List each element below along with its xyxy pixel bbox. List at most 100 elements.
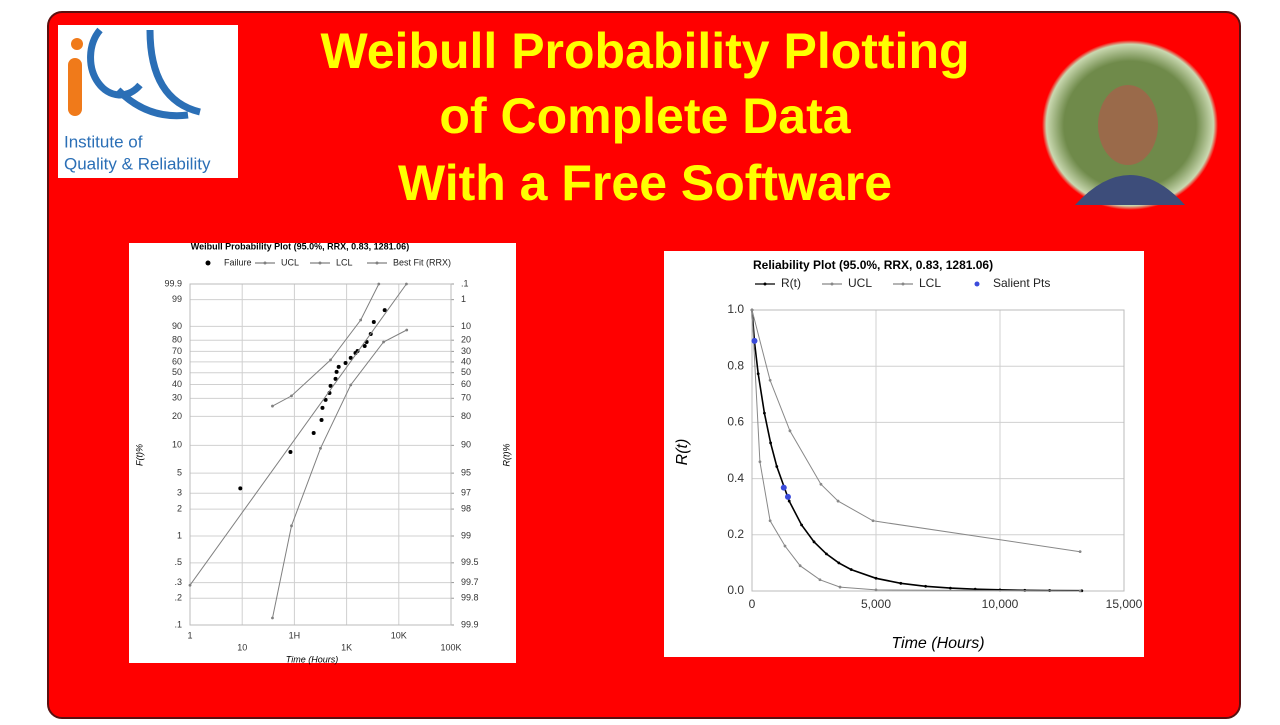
y-axis-title: F(t)% bbox=[134, 444, 144, 466]
headline: With a Free Software bbox=[398, 155, 892, 211]
logo-text: Quality & Reliability bbox=[64, 154, 211, 173]
data-point bbox=[405, 282, 408, 286]
data-point bbox=[836, 499, 840, 503]
data-point bbox=[768, 519, 772, 523]
data-point bbox=[319, 446, 322, 450]
data-point bbox=[329, 358, 332, 362]
legend-label: Failure bbox=[224, 257, 252, 267]
data-point bbox=[871, 519, 875, 523]
data-point bbox=[973, 587, 977, 591]
y2-tick-label: 99.9 bbox=[461, 619, 479, 629]
x-tick-label: 10,000 bbox=[982, 597, 1019, 611]
y-tick-label: 30 bbox=[172, 393, 182, 403]
plot-frame bbox=[189, 283, 452, 626]
logo-mark bbox=[68, 27, 201, 120]
legend-label: LCL bbox=[336, 257, 353, 267]
y2-tick-label: 60 bbox=[461, 379, 471, 389]
y-tick-label: 90 bbox=[172, 321, 182, 331]
legend-label: R(t) bbox=[781, 276, 801, 290]
chart-panel bbox=[129, 243, 516, 663]
data-point bbox=[288, 449, 293, 454]
y2-tick-label: 10 bbox=[461, 321, 471, 331]
data-point bbox=[238, 486, 243, 491]
data-point bbox=[756, 372, 760, 376]
data-point bbox=[271, 616, 274, 620]
data-point bbox=[775, 465, 779, 468]
data-point bbox=[818, 578, 822, 582]
legend-label: LCL bbox=[919, 276, 941, 290]
data-point bbox=[812, 540, 816, 544]
x-axis-title: Time (Hours) bbox=[891, 635, 984, 652]
y2-tick-label: 99.8 bbox=[461, 593, 479, 603]
y-tick-label: 60 bbox=[172, 356, 182, 366]
data-point bbox=[188, 583, 192, 587]
logo-text: Institute of bbox=[64, 132, 143, 151]
y-tick-label: .3 bbox=[174, 577, 182, 587]
data-point bbox=[320, 405, 325, 410]
headline: Weibull Probability Plotting bbox=[320, 23, 969, 79]
y-tick-label: .5 bbox=[174, 557, 182, 567]
data-point bbox=[788, 429, 792, 433]
data-point bbox=[382, 340, 385, 344]
y2-tick-label: 70 bbox=[461, 393, 471, 403]
y2-tick-label: 1 bbox=[461, 294, 466, 304]
data-point bbox=[783, 544, 787, 548]
x-tick-label: 10 bbox=[237, 642, 247, 652]
x-tick-label: 1 bbox=[187, 630, 192, 640]
y-axis-title: R(t) bbox=[674, 439, 691, 466]
y2-tick-label: 99.5 bbox=[461, 557, 479, 567]
chart-panel bbox=[664, 251, 1144, 657]
series-line bbox=[189, 283, 407, 586]
data-point bbox=[849, 568, 853, 571]
data-point bbox=[290, 394, 293, 398]
y2-tick-label: 97 bbox=[461, 488, 471, 498]
y2-tick-label: 30 bbox=[461, 346, 471, 356]
data-point bbox=[787, 499, 791, 503]
y2-tick-label: 95 bbox=[461, 468, 471, 478]
data-point bbox=[800, 523, 803, 527]
chart-title: Reliability Plot (95.0%, RRX, 0.83, 1281… bbox=[753, 258, 993, 272]
x-tick-label: 5,000 bbox=[861, 597, 891, 611]
y2-tick-label: 50 bbox=[461, 367, 471, 377]
data-point bbox=[271, 404, 274, 408]
data-point bbox=[405, 328, 409, 332]
legend-label: Best Fit (RRX) bbox=[393, 257, 451, 267]
data-point bbox=[1078, 589, 1082, 593]
data-point bbox=[924, 584, 927, 588]
y-tick-label: 80 bbox=[172, 335, 182, 345]
y2-tick-label: 90 bbox=[461, 440, 471, 450]
headline: of Complete Data bbox=[439, 88, 851, 144]
data-point bbox=[819, 482, 823, 486]
legend-swatch bbox=[375, 261, 379, 265]
data-point bbox=[319, 417, 324, 422]
legend-label: UCL bbox=[848, 276, 872, 290]
y2-tick-label: .1 bbox=[461, 278, 469, 288]
data-point bbox=[798, 564, 802, 568]
data-point bbox=[348, 355, 353, 360]
data-point bbox=[949, 586, 952, 590]
y2-tick-label: 40 bbox=[461, 356, 471, 366]
y-tick-label: 40 bbox=[172, 379, 182, 389]
data-point bbox=[874, 588, 878, 592]
data-point bbox=[751, 337, 758, 344]
data-point bbox=[349, 383, 353, 387]
x-tick-label: 15,000 bbox=[1106, 597, 1143, 611]
data-point bbox=[750, 308, 754, 312]
y-tick-label: 0.2 bbox=[727, 527, 744, 541]
y-tick-label: 70 bbox=[172, 346, 182, 356]
data-point bbox=[371, 320, 376, 325]
y-tick-label: 10 bbox=[172, 440, 182, 450]
legend-swatch bbox=[830, 282, 834, 286]
presenter-photo bbox=[1042, 40, 1218, 210]
data-point bbox=[784, 493, 791, 500]
data-point bbox=[336, 364, 341, 369]
data-point bbox=[837, 561, 841, 565]
data-point bbox=[382, 308, 387, 313]
legend-swatch bbox=[263, 261, 267, 265]
y-tick-label: 50 bbox=[172, 367, 182, 377]
data-point bbox=[311, 431, 316, 436]
data-point bbox=[825, 552, 828, 556]
y2-tick-label: 20 bbox=[461, 335, 471, 345]
data-point bbox=[334, 369, 339, 374]
legend-swatch bbox=[974, 281, 980, 287]
